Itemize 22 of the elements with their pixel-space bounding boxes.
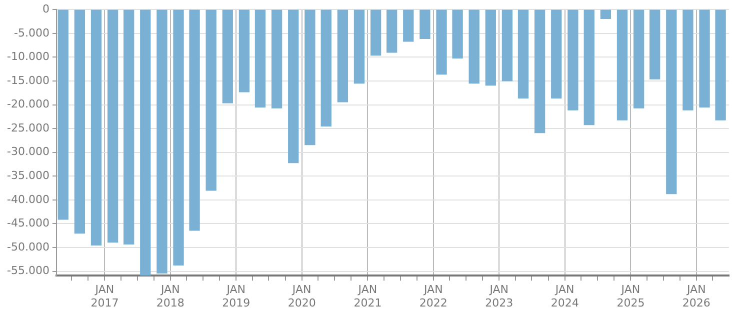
y-tick-label: -15.000 xyxy=(6,74,50,87)
y-tick-label: -20.000 xyxy=(6,98,50,111)
x-tick-label: JAN 2017 xyxy=(90,283,119,310)
x-tick-label: JAN 2022 xyxy=(419,283,448,310)
y-tick-label: -30.000 xyxy=(6,145,50,158)
y-tick-label: -45.000 xyxy=(6,216,50,230)
y-tick-label: -55.000 xyxy=(6,264,50,278)
y-tick-label: 0 xyxy=(42,2,50,16)
x-tick-label: JAN 2018 xyxy=(156,283,184,310)
y-tick-label: -35.000 xyxy=(6,169,50,182)
x-tick-label: JAN 2023 xyxy=(485,283,514,310)
y-tick-label: -40.000 xyxy=(6,192,50,206)
y-tick-label: -10.000 xyxy=(6,50,50,64)
y-tick-label: -50.000 xyxy=(6,240,50,254)
x-tick-label: JAN 2025 xyxy=(616,283,645,310)
x-tick-label: JAN 2020 xyxy=(288,283,316,310)
x-tick-label: JAN 2019 xyxy=(222,283,250,310)
y-tick-label: -5.000 xyxy=(14,26,50,40)
x-tick-label: JAN 2021 xyxy=(354,283,382,310)
y-tick-label: -25.000 xyxy=(6,121,50,134)
x-tick-label: JAN 2026 xyxy=(682,283,710,310)
x-tick-label: JAN 2024 xyxy=(550,283,579,310)
